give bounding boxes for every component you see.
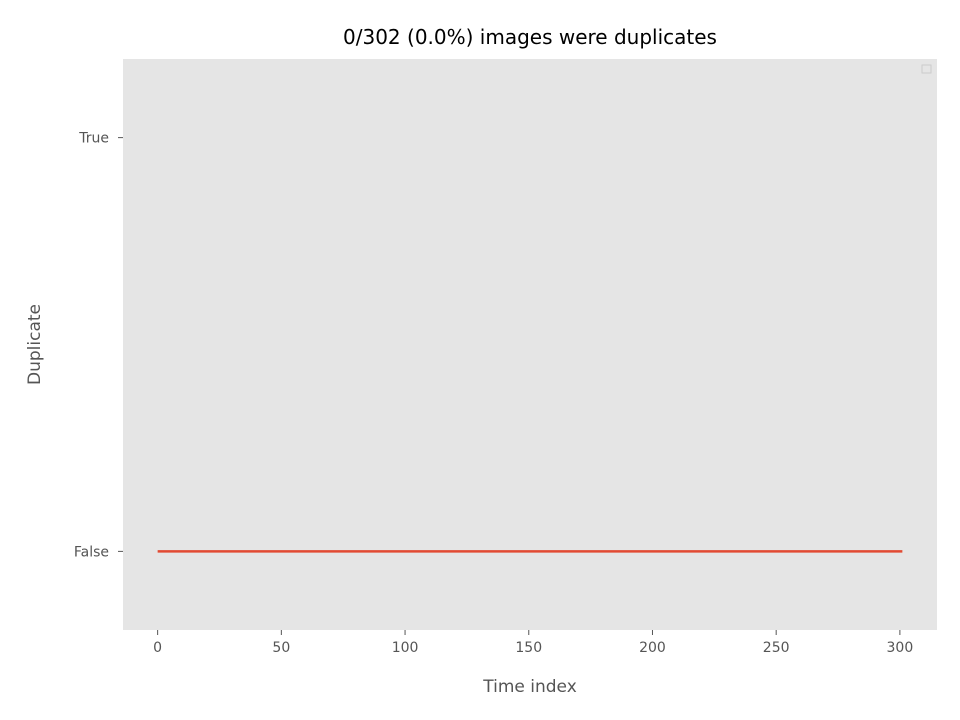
x-tick-label: 100 [392,640,419,656]
chart-title: 0/302 (0.0%) images were duplicates [343,25,717,49]
x-tick-label: 250 [763,640,790,656]
y-axis: False True [74,131,123,560]
x-tick-label: 0 [153,640,162,656]
x-axis: 0 50 100 150 200 250 300 [153,630,913,656]
x-tick-label: 300 [887,640,914,656]
x-axis-label: Time index [482,677,577,697]
y-tick-label: False [74,544,109,560]
y-tick-label: True [78,131,109,147]
x-tick-label: 150 [515,640,542,656]
y-axis-label: Duplicate [25,304,45,385]
x-tick-label: 200 [639,640,666,656]
x-tick-label: 50 [272,640,290,656]
plot-area [123,59,937,630]
legend-box [921,64,932,74]
